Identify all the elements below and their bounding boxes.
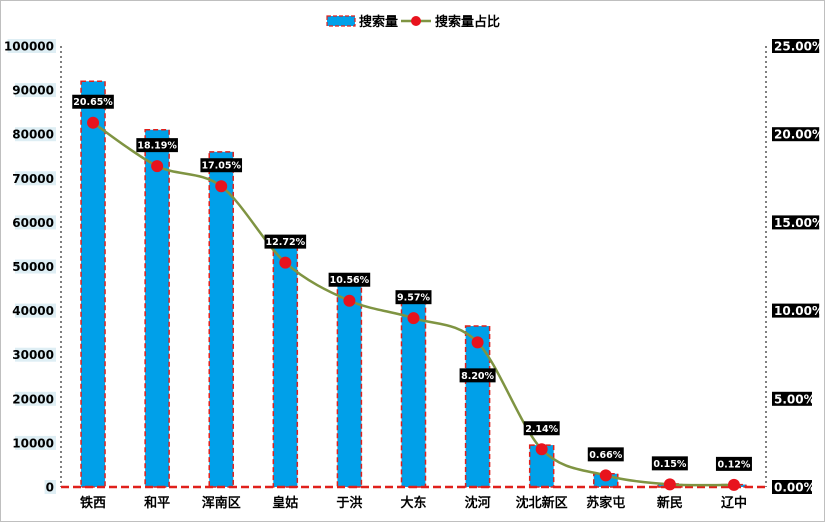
left-tick-label: 100000 (4, 40, 54, 54)
right-tick-label: 5.00% (774, 392, 816, 406)
ratio-data-label: 2.14% (525, 424, 558, 435)
left-tick-label: 50000 (12, 260, 54, 274)
left-tick-bg (15, 215, 56, 230)
right-tick-bg (772, 391, 812, 406)
left-tick-label: 30000 (12, 348, 54, 362)
left-tick-label: 10000 (12, 436, 54, 450)
category-label: 辽中 (721, 495, 747, 511)
ratio-marker-沈北新区 (535, 443, 548, 456)
category-label: 浑南区 (202, 495, 241, 511)
ratio-marker-和平 (151, 160, 164, 173)
ratio-marker-于洪 (343, 294, 356, 307)
ratio-marker-浑南区 (215, 180, 228, 193)
left-tick-label: 20000 (12, 392, 54, 406)
right-tick-bg (772, 215, 820, 230)
right-tick-bg (772, 127, 820, 142)
ratio-data-label: 8.20% (461, 371, 494, 382)
category-label: 皇姑 (272, 495, 298, 511)
ratio-marker-新民 (663, 478, 676, 491)
category-label: 苏家屯 (586, 495, 625, 511)
ratio-data-label-bg (715, 456, 752, 471)
ratio-data-label-bg (264, 234, 307, 249)
bar-大东 (400, 298, 427, 488)
ratio-data-label: 0.66% (589, 450, 622, 461)
ratio-data-label-bg (651, 456, 688, 471)
ratio-data-label: 18.19% (137, 141, 177, 152)
category-label: 铁西 (79, 495, 106, 511)
ratio-data-label: 0.12% (717, 459, 750, 470)
left-tick-bg (15, 303, 56, 318)
ratio-marker-铁西 (87, 116, 100, 129)
ratio-data-label: 9.57% (397, 293, 430, 304)
category-label: 于洪 (336, 495, 362, 511)
left-tick-label: 60000 (12, 216, 54, 230)
right-tick-label: 25.00% (774, 40, 824, 54)
ratio-marker-皇姑 (279, 256, 292, 269)
left-tick-bg (7, 39, 57, 53)
right-tick-label: 0.00% (774, 481, 816, 495)
legend-bar-swatch (326, 15, 356, 27)
left-tick-label: 80000 (12, 128, 54, 142)
left-tick-label: 70000 (12, 172, 54, 186)
bar-和平 (144, 129, 170, 488)
right-tick-bg (772, 480, 812, 494)
ratio-data-label: 10.56% (330, 275, 370, 286)
ratio-data-label-bg (328, 272, 371, 287)
ratio-marker-大东 (407, 312, 420, 325)
legend-line-label: 搜索量占比 (435, 14, 500, 30)
category-label: 大东 (400, 495, 426, 511)
bar-皇姑 (272, 237, 299, 488)
left-tick-bg (15, 127, 56, 142)
right-tick-label: 15.00% (774, 216, 824, 230)
right-tick-label: 20.00% (774, 128, 824, 142)
left-tick-bg (15, 171, 56, 186)
left-tick-bg (44, 480, 56, 494)
ratio-data-label: 17.05% (201, 161, 241, 172)
left-tick-bg (15, 435, 56, 450)
ratio-marker-苏家屯 (599, 469, 612, 482)
ratio-data-label: 20.65% (73, 97, 113, 108)
category-label: 和平 (144, 495, 170, 511)
left-tick-bg (15, 259, 56, 274)
left-tick-bg (15, 347, 56, 362)
left-tick-label: 90000 (12, 84, 54, 98)
bar-浑南区 (208, 151, 234, 488)
bar-沈河 (464, 325, 491, 488)
ratio-marker-辽中 (727, 478, 740, 491)
ratio-data-label: 0.15% (653, 459, 686, 470)
ratio-data-label-bg (523, 421, 560, 436)
legend-bar-label: 搜索量 (359, 14, 398, 30)
category-label: 沈河 (465, 495, 491, 511)
legend-line-marker (411, 16, 421, 26)
bar-于洪 (336, 278, 363, 488)
left-tick-bg (15, 83, 56, 98)
category-label: 新民 (657, 495, 683, 511)
bar-铁西 (80, 80, 106, 488)
right-tick-bg (772, 303, 820, 318)
category-label: 沈北新区 (516, 495, 568, 511)
left-tick-bg (15, 391, 56, 406)
ratio-data-label-bg (395, 290, 432, 305)
ratio-data-label-bg (200, 158, 243, 173)
ratio-data-label-bg (72, 94, 114, 109)
ratio-data-label-bg (459, 368, 496, 383)
right-tick-label: 10.00% (774, 304, 824, 318)
right-tick-bg (772, 39, 820, 53)
ratio-data-label-bg (136, 138, 178, 153)
left-tick-label: 40000 (12, 304, 54, 318)
ratio-marker-沈河 (471, 336, 484, 349)
left-tick-label: 0 (46, 481, 54, 495)
ratio-data-label: 12.72% (266, 237, 306, 248)
ratio-data-label-bg (587, 447, 624, 462)
